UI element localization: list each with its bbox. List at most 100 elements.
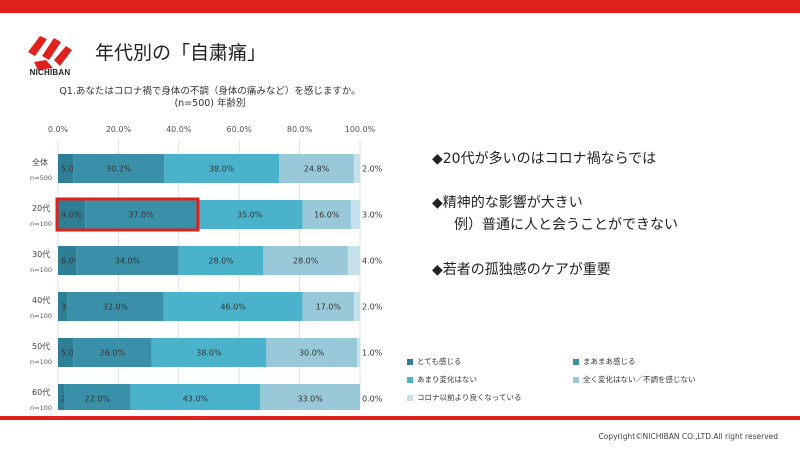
category-n-1: n=100 [30,220,52,228]
data-label-1-1: 37.0% [128,211,154,220]
bar-0-4 [353,154,360,183]
bar-1-2 [196,200,303,229]
legend-swatch-4 [407,394,413,401]
category-n-2: n=100 [30,266,52,274]
data-label-0-1: 30.2% [106,165,132,174]
question-line-2: (n=500) 年齢別 [174,98,246,109]
bullet-item-2: ◆精神的な影響が大きい [432,195,583,211]
data-label-0-2: 38.0% [209,165,235,174]
bar-3-0 [58,292,68,321]
category-n-3: n=100 [30,312,52,320]
legend-swatch-2 [407,376,413,383]
x-tick-label-4: 80.0% [287,125,313,134]
bar-4-3 [266,338,357,367]
x-tick-label-0: 0.0% [48,125,69,134]
category-n-0: n=500 [30,174,52,182]
bottom-accent-line [0,416,800,420]
legend-item-2: あまり変化はない [407,374,477,385]
legend-item-4: コロナ以前より良くなっている [407,392,521,403]
category-label-5: 60代 [32,387,50,397]
x-tick-label-5: 100.0% [345,125,376,134]
bullet-item-1: ◆20代が多いのはコロナ禍ならでは [432,151,657,167]
bar-4-1 [73,338,152,367]
x-tick-label-2: 40.0% [166,125,192,134]
data-label-0-4: 2.0% [362,165,383,174]
data-label-2-0: 6.0% [61,257,82,266]
top-accent-bar [0,0,800,13]
bar-2-4 [347,246,360,275]
logo-text: NICHIBAN [29,68,71,77]
data-label-3-1: 32.0% [103,303,129,312]
bar-4-4 [356,338,360,367]
bar-3-2 [163,292,303,321]
data-label-4-2: 38.0% [196,349,222,358]
bullet-item-2-sub: 例）普通に人と会うことができない [454,217,678,233]
data-label-0-0: 5.0% [61,165,82,174]
bar-0-2 [164,154,280,183]
data-label-4-3: 30.0% [299,349,325,358]
data-label-3-2: 46.0% [220,303,246,312]
data-label-4-0: 5.0% [61,349,82,358]
legend-label-4: コロナ以前より良くなっている [417,393,522,402]
legend-swatch-3 [573,376,579,383]
bar-4-0 [58,338,74,367]
bar-5-3 [260,384,360,410]
data-label-5-3: 33.0% [297,395,323,404]
category-label-1: 20代 [32,203,50,213]
bar-4-2 [151,338,267,367]
highlight-box [55,197,200,232]
bar-3-4 [353,292,360,321]
legend-item-0: とても感じる [407,356,461,367]
bar-2-3 [263,246,348,275]
legend-label-0: とても感じる [417,357,462,366]
bar-5-0 [58,384,65,410]
bar-0-0 [58,154,74,183]
chart-legend: とても感じる まあまあ感じる あまり変化はない 全く変化はない／不調を感じない … [407,356,737,406]
legend-item-1: まあまあ感じる [573,356,636,367]
bar-1-0 [58,200,86,229]
data-label-1-0: 9.0% [61,211,82,220]
data-label-3-3: 17.0% [316,303,342,312]
bar-0-3 [279,154,354,183]
data-label-1-4: 3.0% [362,211,383,220]
category-label-4: 50代 [32,341,50,351]
data-label-3-4: 2.0% [362,303,383,312]
x-tick-label-1: 20.0% [106,125,132,134]
data-label-2-4: 4.0% [362,257,383,266]
question-title: Q1.あなたはコロナ禍で身体の不調（身体の痛みなど）を感じますか。 (n=500… [30,86,390,110]
legend-item-3: 全く変化はない／不調を感じない [573,374,696,385]
bar-5-1 [64,384,131,410]
copyright-text: Copyright©NICHIBAN CO.,LTD.All right res… [598,432,778,441]
category-label-0: 全体 [32,157,48,167]
bar-1-3 [302,200,351,229]
bar-2-1 [76,246,179,275]
page-title: 年代別の「自粛痛」 [95,42,267,64]
legend-label-3: 全く変化はない／不調を感じない [583,375,696,384]
nichiban-logo-icon [28,36,72,70]
category-n-4: n=100 [30,358,52,366]
data-label-0-3: 24.8% [304,165,330,174]
bullet-item-3: ◆若者の孤独感のケアが重要 [432,262,611,278]
data-label-5-2: 43.0% [183,395,209,404]
data-label-2-3: 28.0% [293,257,319,266]
data-label-5-4: 0.0% [362,395,383,404]
bar-1-4 [350,200,360,229]
data-label-5-1: 22.0% [85,395,111,404]
category-n-5: n=100 [30,404,52,410]
legend-swatch-0 [407,358,413,365]
bar-1-1 [85,200,197,229]
data-label-1-2: 35.0% [237,211,263,220]
data-label-4-1: 26.0% [100,349,126,358]
legend-label-1: まあまあ感じる [583,357,636,366]
bar-3-3 [302,292,354,321]
legend-label-2: あまり変化はない [417,375,477,384]
legend-swatch-1 [573,358,579,365]
bar-0-1 [73,154,165,183]
data-label-2-2: 28.0% [208,257,234,266]
stacked-bar-chart: 0.0% 20.0% 40.0% 60.0% 80.0% 100.0% 全体 n=500 5.0… [30,125,383,410]
category-label-2: 30代 [32,249,50,259]
bar-2-0 [58,246,77,275]
bar-5-2 [130,384,261,410]
data-label-4-4: 1.0% [362,349,383,358]
data-label-2-1: 34.0% [115,257,141,266]
